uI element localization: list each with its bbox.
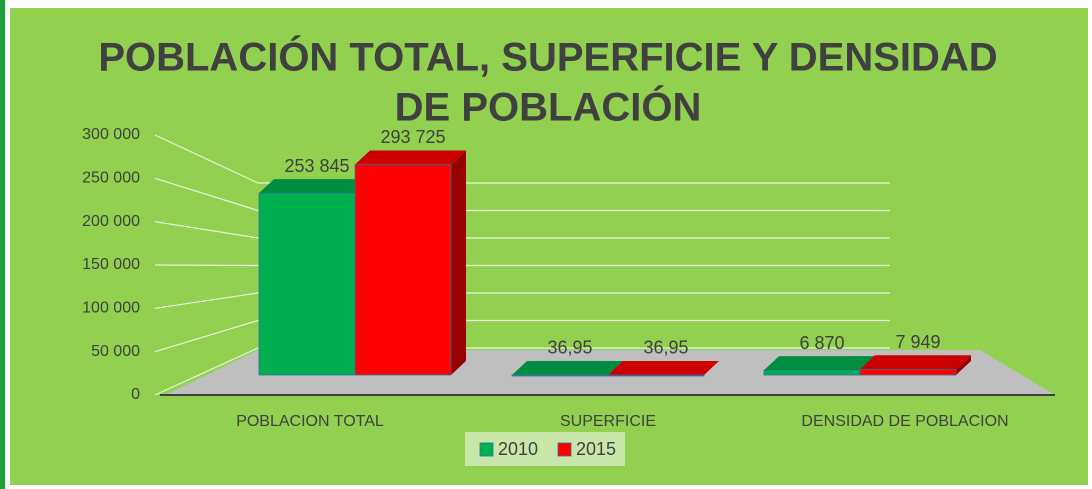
data-label: 293 725	[380, 127, 445, 147]
data-label: 36,95	[643, 338, 688, 358]
grid-line	[154, 292, 890, 309]
y-tick-label: 250 000	[82, 170, 140, 187]
legend-swatch	[557, 442, 572, 457]
left-bar	[0, 0, 5, 489]
data-label: 6 870	[799, 333, 844, 353]
bar-side	[704, 360, 719, 375]
data-label: 36,95	[547, 338, 592, 358]
y-tick-label: 50 000	[91, 343, 140, 360]
y-tick-label: 300 000	[82, 126, 140, 143]
grid-line	[154, 221, 890, 239]
legend-label: 2010	[498, 439, 538, 459]
grid-line	[154, 134, 890, 184]
data-label: 7 949	[895, 332, 940, 352]
bar-top	[512, 360, 623, 375]
chart-title: POBLACIÓN TOTAL, SUPERFICIE Y DENSIDAD	[98, 34, 997, 80]
legend-swatch	[479, 442, 494, 457]
bar	[354, 164, 452, 376]
bar-side	[956, 355, 971, 375]
bar-top	[355, 150, 466, 165]
bar	[258, 192, 356, 376]
bar-top	[860, 355, 971, 370]
y-tick-label: 0	[131, 386, 140, 403]
bar-side	[451, 150, 466, 375]
bar	[511, 374, 609, 377]
x-tick-label: POBLACION TOTAL	[236, 413, 384, 430]
data-label: 253 845	[284, 156, 349, 176]
x-tick-label: SUPERFICIE	[560, 413, 656, 430]
bar	[859, 368, 957, 376]
y-tick-label: 150 000	[82, 256, 140, 273]
grid-line	[154, 319, 890, 353]
y-tick-label: 100 000	[82, 300, 140, 317]
bar	[763, 369, 861, 376]
bar-top	[608, 360, 719, 375]
bar-top	[259, 179, 370, 194]
grid-line	[154, 177, 890, 212]
grid-line	[154, 264, 890, 267]
y-tick-label: 200 000	[82, 213, 140, 230]
grid-line	[154, 347, 890, 396]
bar	[607, 374, 705, 377]
legend-label: 2015	[576, 439, 616, 459]
x-tick-label: DENSIDAD DE POBLACION	[801, 413, 1008, 430]
bar-top	[764, 356, 875, 371]
chart-title: DE POBLACIÓN	[395, 84, 702, 130]
chart-bg	[10, 8, 1088, 485]
